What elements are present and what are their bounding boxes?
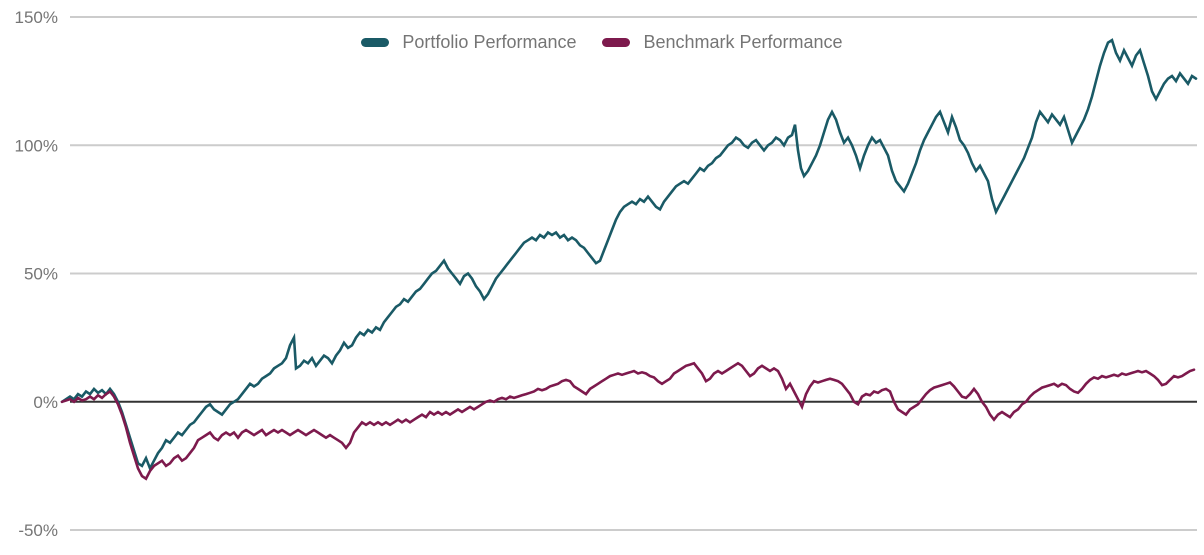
y-axis-tick-label: -50% — [18, 521, 58, 540]
series-line-portfolio — [60, 38, 1198, 472]
y-axis-tick-label: 100% — [15, 136, 58, 155]
y-axis-tick-label: 50% — [24, 264, 58, 283]
legend-item-benchmark[interactable]: Benchmark Performance — [602, 32, 843, 52]
chart-legend: Portfolio Performance Benchmark Performa… — [0, 33, 1204, 51]
series-line-benchmark — [60, 361, 1196, 481]
legend-item-portfolio[interactable]: Portfolio Performance — [361, 33, 576, 51]
portfolio-series-label: Portfolio Performance — [402, 32, 577, 52]
y-axis-tick-label: 0% — [33, 393, 58, 412]
benchmark-series-swatch — [602, 37, 631, 47]
benchmark-series-label: Benchmark Performance — [643, 32, 843, 52]
y-axis-tick-label: 150% — [15, 8, 58, 27]
portfolio-series-swatch — [361, 37, 390, 47]
